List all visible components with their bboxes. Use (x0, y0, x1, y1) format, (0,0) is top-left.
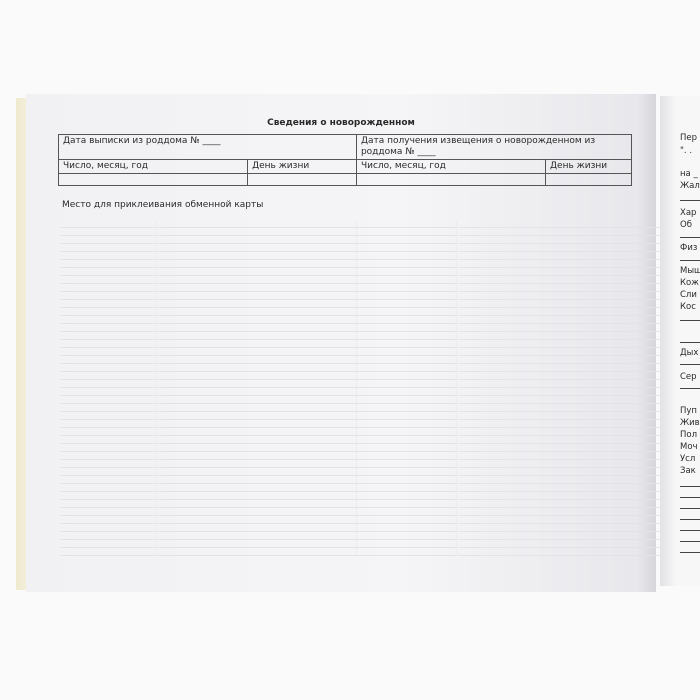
col-day: День жизни (545, 159, 632, 174)
right-text: Усл (680, 454, 696, 464)
form-title: Сведения о новорожденном (267, 118, 415, 128)
left-page: Сведения о новорожденном Дата выписки из… (26, 94, 664, 592)
rule-line (680, 364, 700, 365)
right-text: Кос (680, 302, 696, 312)
right-text: Зак (680, 466, 696, 476)
rule-line (680, 530, 700, 531)
col-date: Число, месяц, год (355, 159, 547, 174)
discharge-date-header: Дата выписки из роддома № ____ (58, 134, 357, 160)
right-text: ". . (680, 146, 693, 156)
rule-line (680, 200, 700, 201)
notice-date-header: Дата получения извещения о новорожденном… (355, 134, 633, 160)
rule-line (680, 237, 700, 238)
notice-day-cell[interactable] (545, 173, 632, 186)
right-text: Сер (680, 372, 697, 382)
right-text: Сли (680, 290, 697, 300)
right-text: на _ (680, 169, 698, 179)
rule-line (680, 388, 700, 389)
rule-line (680, 497, 700, 498)
right-text: Жив (680, 418, 700, 428)
rule-line (680, 541, 700, 542)
right-text: Хар (680, 208, 697, 218)
right-text: Мыш (680, 266, 700, 276)
faint-divider (456, 220, 457, 556)
exchange-card-caption: Место для приклеивания обменной карты (62, 200, 264, 210)
right-text: Пуп (680, 406, 697, 416)
right-text: Дых (680, 348, 699, 358)
rule-line (680, 519, 700, 520)
col-day: День жизни (247, 159, 357, 174)
notice-date-cell[interactable] (355, 173, 547, 186)
rule-line (680, 260, 700, 261)
faint-divider (556, 220, 557, 556)
right-text: Жал (680, 181, 700, 191)
right-text: Кож (680, 278, 699, 288)
rule-line (680, 508, 700, 509)
faint-divider (156, 220, 157, 556)
rule-line (680, 552, 700, 553)
right-text: Физ (680, 243, 698, 253)
right-text: Об (680, 220, 692, 230)
col-date: Число, месяц, год (57, 159, 249, 174)
page-edge (16, 98, 28, 590)
rule-line (680, 342, 700, 343)
right-page: Пер ". . на _ Жал Хар Об Физ Мыш Кож Сли… (660, 96, 700, 586)
exchange-card-area (60, 220, 664, 556)
rule-line (680, 486, 700, 487)
discharge-date-cell[interactable] (57, 173, 249, 186)
right-text: Моч (680, 442, 698, 452)
discharge-day-cell[interactable] (247, 173, 357, 186)
right-text: Пол (680, 430, 698, 440)
newborn-info-table: Дата выписки из роддома № ____ Дата полу… (57, 134, 633, 186)
faint-divider (356, 220, 357, 556)
right-text: Пер (680, 133, 698, 143)
rule-line (680, 320, 700, 321)
